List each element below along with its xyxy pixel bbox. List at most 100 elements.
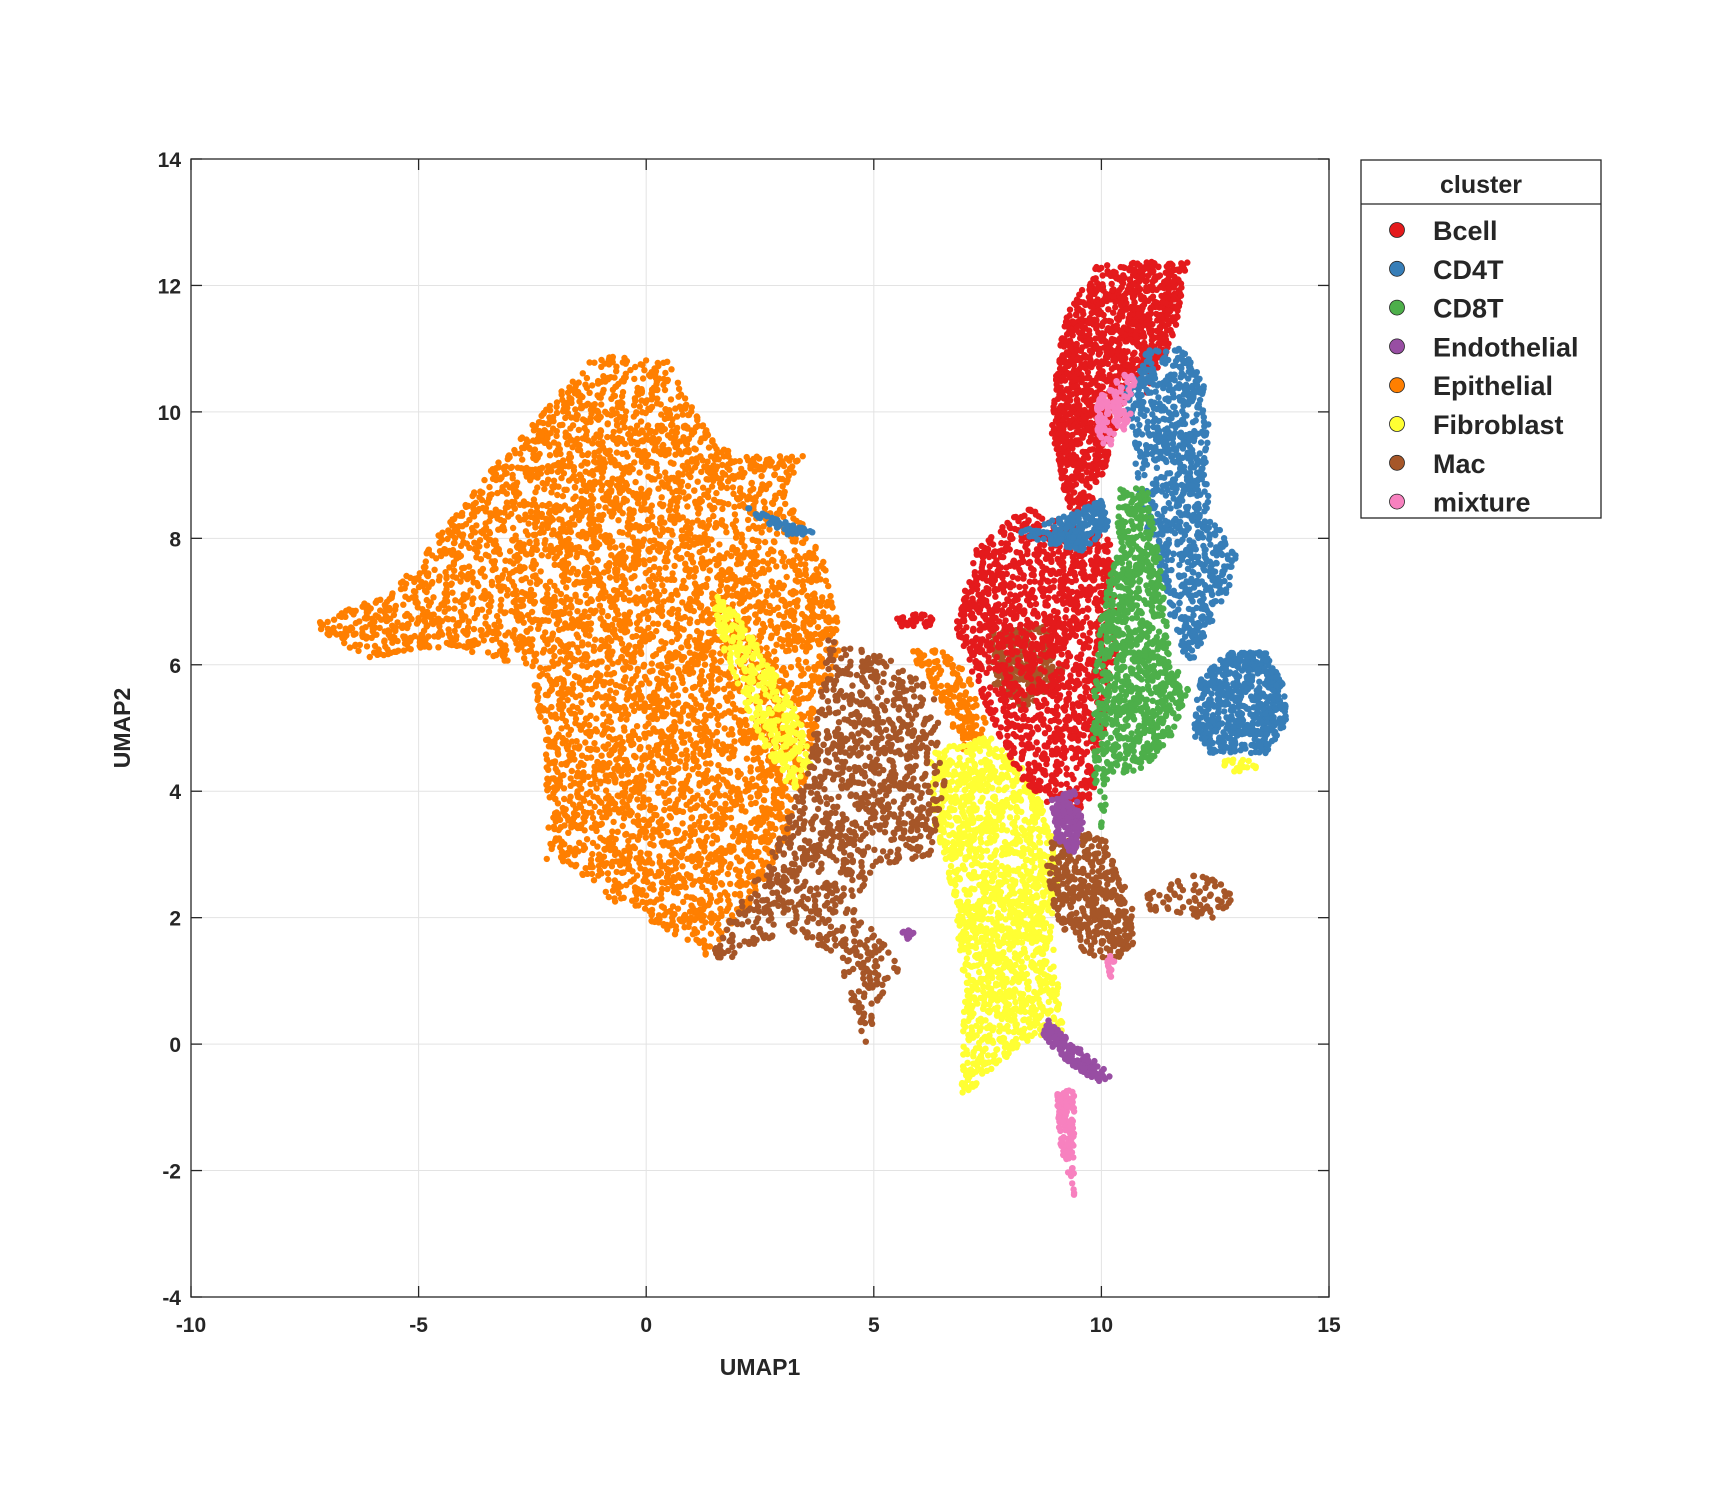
data-point [502,609,508,615]
data-point [670,708,676,714]
data-point [804,593,810,599]
data-point [467,587,473,593]
data-point [618,716,624,722]
data-point [560,740,566,746]
data-point [682,403,688,409]
data-point [633,633,639,639]
data-point [659,582,665,588]
data-point [774,531,780,537]
data-point [680,790,686,796]
data-point [576,398,582,404]
data-point [813,555,819,561]
data-point [693,908,699,914]
data-point [801,620,807,626]
data-point [658,411,664,417]
data-point [646,590,652,596]
data-point [688,458,694,464]
data-point [763,815,769,821]
data-point [714,739,720,745]
data-point [676,386,682,392]
data-point [664,665,670,671]
data-point [727,710,733,716]
data-point [606,810,612,816]
data-point [747,463,753,469]
data-point [705,576,711,582]
data-point [612,544,618,550]
data-point [413,597,419,603]
data-point [581,425,587,431]
data-point [703,772,709,778]
data-point [617,483,623,489]
data-point [508,465,514,471]
data-point [533,658,539,664]
data-point [647,730,653,736]
data-point [695,938,701,944]
data-point [383,618,389,624]
data-point [717,658,723,664]
data-point [766,652,772,658]
data-point [539,618,545,624]
data-point [762,779,768,785]
data-point [713,812,719,818]
data-point [389,592,395,598]
data-point [669,778,675,784]
data-point [635,558,641,564]
data-point [638,486,644,492]
data-point [633,411,639,417]
data-point [663,696,669,702]
data-point [753,561,759,567]
data-point [638,418,644,424]
data-point [776,509,782,515]
data-point [664,620,670,626]
data-point [592,401,598,407]
data-point [617,683,623,689]
data-point [542,718,548,724]
data-point [730,586,736,592]
data-point [419,583,425,589]
data-point [556,783,562,789]
data-point [591,360,597,366]
data-point [736,717,742,723]
data-point [617,399,623,405]
data-point [615,553,621,559]
data-point [596,512,602,518]
data-point [794,633,800,639]
data-point [675,700,681,706]
data-point [561,557,567,563]
data-point [551,610,557,616]
data-point [635,585,641,591]
data-point [635,822,641,828]
data-point [807,683,813,689]
data-point [546,665,552,671]
data-point [451,605,457,611]
data-point [532,616,538,622]
data-point [620,823,626,829]
data-point [766,566,772,572]
data-point [534,697,540,703]
data-point [449,642,455,648]
data-point [489,637,495,643]
data-point [500,523,506,529]
data-point [502,632,508,638]
data-point [660,529,666,535]
data-point [635,668,641,674]
data-point [749,863,755,869]
data-point [648,912,654,918]
data-point [612,436,618,442]
data-point [752,468,758,474]
data-point [714,520,720,526]
data-point [611,702,617,708]
data-point [555,484,561,490]
data-point [615,517,621,523]
data-point [685,493,691,499]
data-point [619,573,625,579]
data-point [584,664,590,670]
data-point [690,795,696,801]
data-point [451,559,457,565]
data-point [622,785,628,791]
data-point [420,612,426,618]
data-point [640,858,646,864]
data-point [659,730,665,736]
data-point [631,402,637,408]
data-point [675,827,681,833]
